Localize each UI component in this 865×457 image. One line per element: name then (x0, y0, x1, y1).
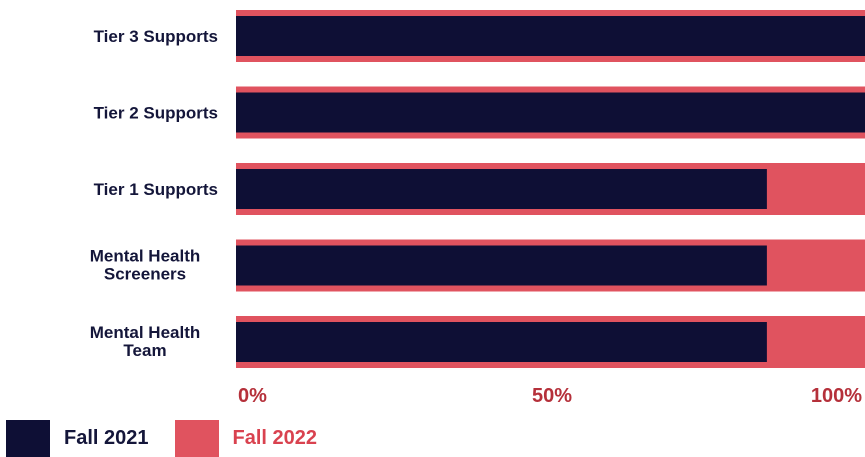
bar-fall-2021-mental-health-screeners (236, 245, 767, 286)
x-tick-label-0pct: 0% (238, 385, 267, 407)
bars-group (236, 10, 865, 368)
bar-chart: Tier 3 Supports Tier 2 Supports Tier 1 Sup… (90, 10, 865, 407)
category-label-tier-1-supports: Tier 1 Supports (94, 180, 218, 199)
bar-fall-2021-tier-2-supports (236, 92, 865, 133)
legend-label-fall-2022: Fall 2022 (232, 427, 318, 449)
category-labels: Tier 3 Supports Tier 2 Supports Tier 1 Sup… (90, 27, 218, 360)
legend-swatch-fall-2022 (174, 420, 219, 457)
x-tick-label-50pct: 50% (532, 385, 572, 407)
legend-item-fall-2021: Fall 2021 (6, 420, 149, 457)
bar-fall-2021-tier-1-supports (236, 169, 767, 209)
bar-fall-2021-tier-3-supports (236, 16, 865, 56)
legend-item-fall-2022: Fall 2022 (174, 420, 318, 457)
legend-swatch-fall-2021 (6, 420, 50, 457)
category-label-mental-health-team: Mental Health Team (90, 323, 201, 360)
legend: Fall 2021 Fall 2022 (6, 420, 343, 457)
x-axis-ticks: 0% 50% 100% (238, 385, 862, 407)
x-tick-label-100pct: 100% (811, 385, 862, 407)
legend-label-fall-2021: Fall 2021 (64, 427, 149, 449)
category-label-tier-3-supports: Tier 3 Supports (94, 27, 218, 46)
bar-fall-2021-mental-health-team (236, 322, 767, 362)
category-label-tier-2-supports: Tier 2 Supports (94, 104, 218, 123)
category-label-mental-health-screeners: Mental Health Screeners (90, 247, 201, 284)
